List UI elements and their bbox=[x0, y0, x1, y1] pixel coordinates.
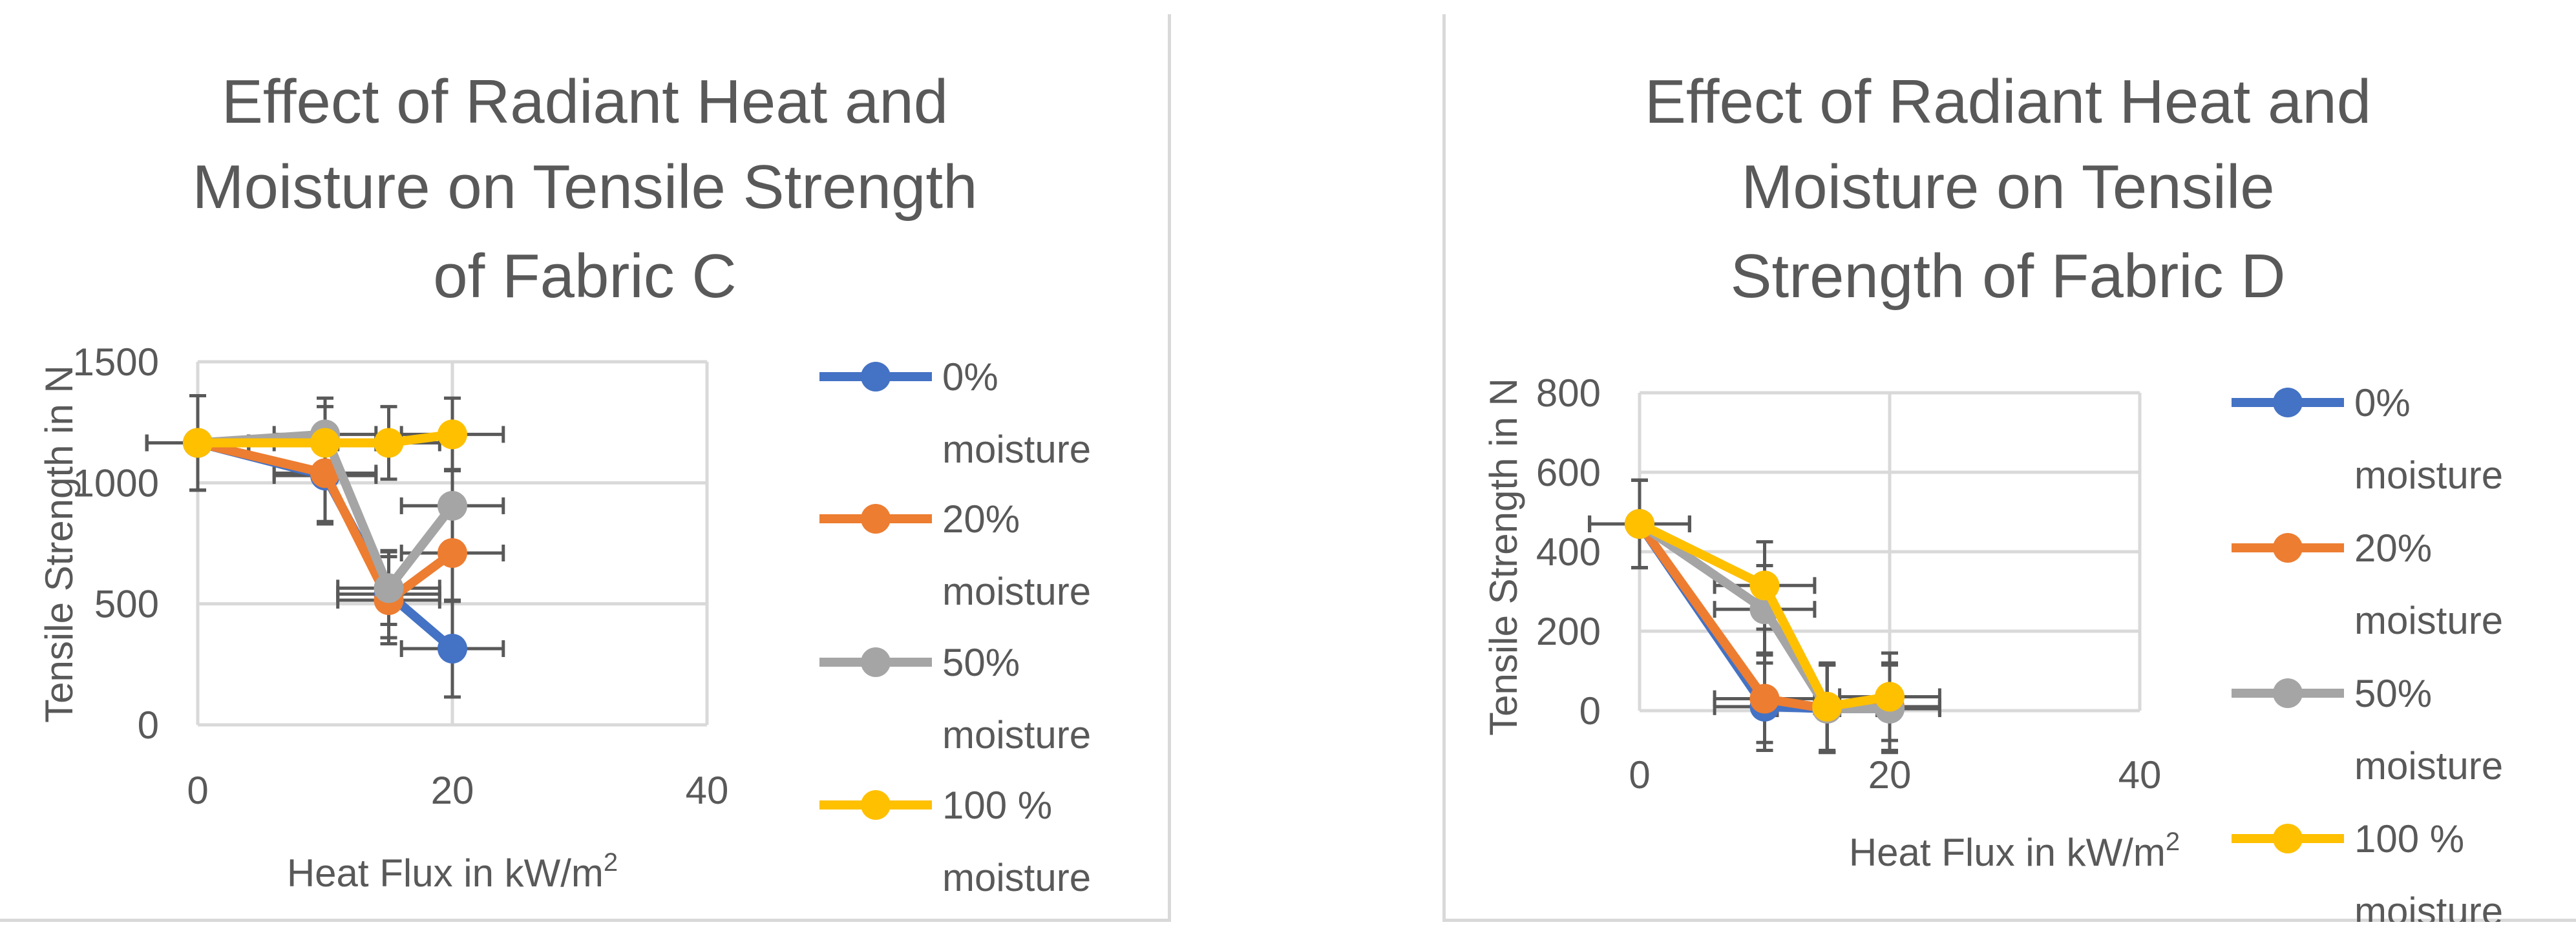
series-marker bbox=[310, 428, 340, 458]
legend-swatch-marker bbox=[861, 647, 891, 677]
legend-entry: 0% moisture bbox=[2232, 381, 2503, 497]
series-marker bbox=[374, 428, 404, 458]
chart-title-line: Moisture on Tensile bbox=[1741, 152, 2274, 222]
legend-label-line: moisture bbox=[942, 856, 1091, 899]
legend-entry: 20% moisture bbox=[2232, 527, 2503, 642]
chart-title-line: Strength of Fabric D bbox=[1730, 242, 2285, 311]
series-marker bbox=[1625, 508, 1654, 539]
legend-label-line: 0% bbox=[942, 355, 998, 399]
series-marker bbox=[438, 419, 467, 450]
legend-entry: 50% moisture bbox=[819, 641, 1091, 757]
series-marker bbox=[1749, 570, 1780, 601]
x-axis-title-superscript: 2 bbox=[2166, 828, 2180, 856]
x-axis-title-superscript: 2 bbox=[604, 848, 618, 877]
legend-label-line: 20% bbox=[942, 497, 1020, 541]
legend-label: 50% moisture bbox=[2354, 672, 2503, 788]
x-axis-title-main: Heat Flux in kW/m bbox=[287, 851, 604, 895]
series-marker bbox=[438, 490, 467, 521]
legend-entry: 20% moisture bbox=[819, 497, 1091, 613]
y-tick-label: 500 bbox=[94, 583, 159, 626]
legend-label: 0% moisture bbox=[942, 355, 1091, 471]
legend-swatch-marker bbox=[861, 504, 891, 534]
legend-label-line: moisture bbox=[2354, 744, 2503, 788]
series-line bbox=[1635, 519, 1894, 711]
series-marker bbox=[310, 458, 340, 488]
chart-panel-fabric-d: Effect of Radiant Heat and Moisture on Te… bbox=[1442, 14, 2576, 922]
chart-fabric-c: Effect of Radiant Heat and Moisture on Te… bbox=[37, 67, 1091, 899]
series-marker bbox=[1749, 684, 1780, 714]
legend-swatch-marker bbox=[2273, 533, 2303, 563]
legend-label: 100 % moisture bbox=[2354, 817, 2503, 922]
legend-label-line: moisture bbox=[2354, 599, 2503, 642]
legend-label-line: 50% bbox=[2354, 672, 2432, 715]
x-tick-label: 40 bbox=[686, 769, 729, 812]
legend-swatch-marker bbox=[2273, 824, 2303, 853]
chart-title: Effect of Radiant Heat and Moisture on Te… bbox=[1645, 67, 2371, 311]
series-line bbox=[193, 430, 457, 448]
x-tick-label: 0 bbox=[187, 769, 208, 812]
series-marker bbox=[1812, 691, 1842, 722]
legend-label: 0% moisture bbox=[2354, 381, 2503, 497]
x-axis-title: Heat Flux in kW/m2 bbox=[287, 848, 618, 895]
legend-entry: 50% moisture bbox=[2232, 672, 2503, 788]
series-line bbox=[193, 438, 457, 605]
legend-entry: 0% moisture bbox=[819, 355, 1091, 471]
x-tick-label: 20 bbox=[1868, 753, 1912, 797]
series-marker bbox=[438, 633, 467, 663]
y-tick-label: 800 bbox=[1536, 371, 1601, 415]
legend-swatch-marker bbox=[861, 362, 891, 392]
y-tick-label: 1000 bbox=[73, 461, 159, 505]
legend-label-line: moisture bbox=[942, 428, 1091, 471]
series-marker bbox=[1875, 682, 1905, 712]
y-tick-label: 1500 bbox=[73, 340, 159, 384]
chart-title: Effect of Radiant Heat and Moisture on Te… bbox=[193, 67, 978, 311]
legend-swatch-marker bbox=[2273, 388, 2303, 417]
series-line bbox=[1635, 519, 1894, 713]
y-tick-label: 0 bbox=[138, 704, 159, 747]
legend-label-line: moisture bbox=[942, 570, 1091, 613]
legend-label: 100 % moisture bbox=[942, 784, 1091, 899]
chart-title-line: Effect of Radiant Heat and bbox=[222, 67, 948, 136]
series-marker bbox=[183, 428, 213, 458]
legend-label: 20% moisture bbox=[942, 497, 1091, 613]
x-tick-label: 0 bbox=[1629, 753, 1650, 797]
legend-label-line: moisture bbox=[2354, 890, 2503, 922]
legend-label: 20% moisture bbox=[2354, 527, 2503, 642]
legend-label-line: 50% bbox=[942, 641, 1020, 684]
x-axis-title-main: Heat Flux in kW/m bbox=[1849, 831, 2166, 874]
legend-label-line: 100 % bbox=[2354, 817, 2464, 861]
chart-panel-fabric-c: Effect of Radiant Heat and Moisture on Te… bbox=[0, 14, 1171, 922]
chart-title-line: Effect of Radiant Heat and bbox=[1645, 67, 2371, 136]
y-tick-label: 600 bbox=[1536, 451, 1601, 494]
y-tick-label: 400 bbox=[1536, 530, 1601, 574]
series-marker bbox=[438, 538, 467, 568]
y-tick-label: 200 bbox=[1536, 610, 1601, 653]
x-tick-label: 40 bbox=[2118, 753, 2162, 797]
y-tick-label: 0 bbox=[1579, 689, 1601, 733]
chart-fabric-d: Effect of Radiant Heat and Moisture on Te… bbox=[1482, 67, 2503, 922]
legend-entry: 100 % moisture bbox=[2232, 817, 2503, 922]
series-marker bbox=[374, 573, 404, 603]
y-axis-title: Tensile Strength in N bbox=[37, 365, 81, 723]
legend-label-line: moisture bbox=[942, 713, 1091, 757]
x-tick-label: 20 bbox=[431, 769, 474, 812]
legend-label-line: 20% bbox=[2354, 527, 2432, 570]
y-axis-title: Tensile Strength in N bbox=[1482, 378, 1525, 736]
legend-entry: 100 % moisture bbox=[819, 784, 1091, 899]
legend-swatch-marker bbox=[2273, 678, 2303, 708]
legend-label-line: 100 % bbox=[942, 784, 1052, 827]
chart-title-line: of Fabric C bbox=[433, 242, 736, 311]
legend-swatch-marker bbox=[861, 790, 891, 820]
legend-label-line: moisture bbox=[2354, 454, 2503, 497]
legend-label: 50% moisture bbox=[942, 641, 1091, 757]
legend-label-line: 0% bbox=[2354, 381, 2411, 424]
chart-title-line: Moisture on Tensile Strength bbox=[193, 152, 978, 222]
x-axis-title: Heat Flux in kW/m2 bbox=[1849, 828, 2180, 874]
